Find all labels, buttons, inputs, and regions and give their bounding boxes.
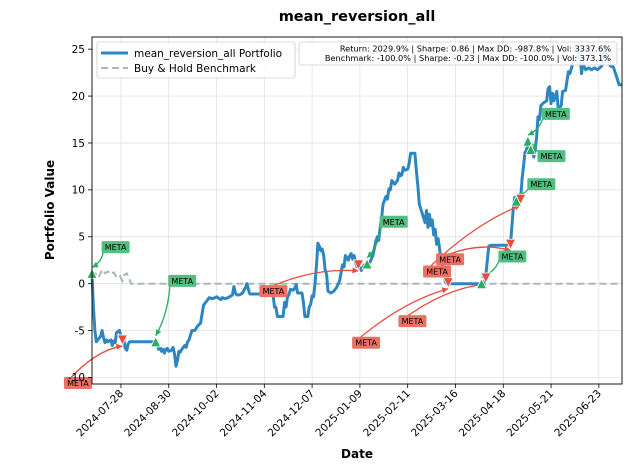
y-tick-label: 25 (72, 44, 85, 56)
buy-label-text: META (171, 277, 193, 286)
sell-label-box (436, 253, 465, 266)
sell-label-text: META (426, 267, 448, 276)
buy-marker (522, 135, 534, 147)
buy-arrowhead (155, 329, 162, 336)
legend-label-portfolio: mean_reversion_all Portfolio (134, 48, 282, 60)
benchmark-line (91, 267, 622, 285)
y-ticks: -10 -5 0 5 10 15 20 25 (68, 44, 92, 384)
buy-marker (150, 335, 162, 348)
sell-marker (352, 259, 365, 271)
sell-marker (442, 277, 454, 289)
y-tick-label: -10 (68, 372, 85, 384)
sell-label-box (259, 285, 288, 298)
sell-label-text: META (263, 287, 285, 296)
sell-label-text: META (355, 339, 377, 348)
buy-label-box (537, 150, 566, 163)
buy-marker (475, 277, 488, 290)
y-tick-label: -5 (75, 325, 85, 337)
stats-background (298, 41, 618, 66)
buy-label-text: META (545, 110, 567, 119)
sell-label-box (423, 265, 452, 278)
sell-label-text: META (439, 255, 461, 264)
sell-arrowhead (116, 343, 123, 350)
buy-marker (525, 143, 537, 155)
buy-label-box (168, 274, 197, 287)
buy-label-text: META (383, 218, 405, 227)
y-tick-label: 15 (72, 138, 85, 150)
sell-marker (116, 334, 129, 346)
chart-title: mean_reversion_all (279, 9, 436, 25)
buy-label-box (527, 178, 556, 191)
buy-arrowhead (367, 251, 374, 258)
buy-label-box (541, 107, 570, 120)
buy-label-text: META (502, 252, 524, 261)
y-tick-label: 0 (78, 278, 85, 290)
annotation-labels: META META META META META META META META META META… (63, 107, 570, 390)
buy-label-box (101, 241, 130, 254)
sell-label-box (398, 315, 427, 328)
sell-arrowhead (503, 245, 511, 252)
legend-box (96, 41, 296, 79)
sell-arrow (400, 283, 486, 322)
sell-arrow (424, 204, 521, 272)
sell-marker (480, 272, 492, 284)
y-axis-title: Portfolio Value (43, 160, 57, 260)
sell-arrowhead (441, 287, 449, 294)
buy-arrowhead (92, 261, 99, 268)
buy-arrowhead (527, 129, 535, 136)
stats-line-benchmark: Benchmark: -100.0% | Sharpe: -0.23 | Max… (325, 53, 611, 63)
buy-label-text: META (530, 180, 552, 189)
buy-marker (361, 258, 373, 270)
buy-marker (510, 195, 522, 207)
stats-line-strategy: Return: 2029.9% | Sharpe: 0.86 | Max DD:… (340, 44, 611, 54)
sell-arrowhead (352, 267, 359, 274)
buy-label-text: META (541, 152, 563, 161)
buy-label-box (379, 215, 408, 228)
sell-marker (504, 238, 517, 251)
sell-label-text: META (402, 317, 424, 326)
plot-frame (91, 36, 623, 385)
sell-label-box (63, 377, 92, 390)
y-tick-label: 20 (72, 91, 85, 103)
stats-box: Return: 2029.9% | Sharpe: 0.86 | Max DD:… (298, 41, 618, 66)
sell-label-text: META (67, 379, 89, 388)
sell-label-box (352, 336, 381, 349)
buy-label-text: META (105, 243, 127, 252)
legend: mean_reversion_all Portfolio Buy & Hold … (96, 41, 296, 79)
legend-label-benchmark: Buy & Hold Benchmark (134, 63, 257, 75)
x-axis-title: Date (341, 447, 373, 461)
y-tick-label: 10 (72, 185, 85, 197)
y-tick-label: 5 (78, 232, 85, 244)
buy-label-box (498, 250, 527, 263)
sell-arrow (353, 288, 449, 344)
